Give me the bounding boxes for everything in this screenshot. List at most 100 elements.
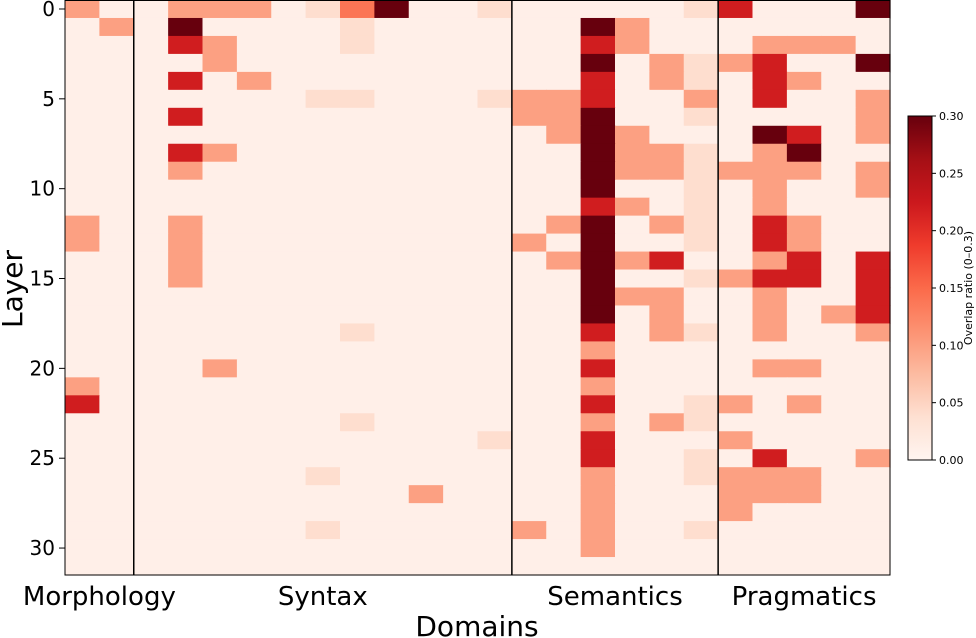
heatmap-cell — [718, 359, 754, 378]
heatmap-cell — [374, 53, 410, 73]
heatmap-cell — [511, 125, 547, 145]
heatmap-cell — [649, 17, 685, 37]
heatmap-cell — [168, 197, 204, 217]
heatmap-cell — [615, 395, 650, 414]
heatmap-cell — [786, 17, 822, 37]
heatmap-cell — [65, 89, 100, 109]
heatmap-cell — [65, 215, 100, 235]
heatmap-cell — [65, 161, 100, 181]
heatmap-cell — [65, 197, 100, 217]
heatmap-cell — [821, 161, 857, 181]
heatmap-cell — [511, 467, 547, 486]
heatmap-cell — [202, 89, 238, 109]
heatmap-cell — [408, 0, 444, 19]
heatmap-cell — [99, 521, 135, 540]
heatmap-cell — [718, 161, 754, 181]
heatmap-cell — [546, 17, 582, 37]
heatmap-cell — [236, 143, 272, 163]
heatmap-cell — [202, 197, 238, 217]
y-tick-label: 10 — [30, 177, 55, 201]
heatmap-cell — [443, 539, 479, 558]
heatmap-cell — [305, 287, 341, 307]
heatmap-cell — [236, 107, 272, 127]
heatmap-cell — [271, 179, 307, 199]
heatmap-cell — [546, 521, 582, 540]
heatmap-cell — [340, 251, 375, 271]
heatmap-cell — [236, 71, 272, 91]
heatmap-cell — [683, 323, 719, 343]
heatmap-cell — [821, 503, 857, 522]
heatmap-cell — [65, 503, 100, 522]
heatmap-cell — [683, 269, 719, 289]
heatmap-cell — [236, 269, 272, 289]
heatmap-cell — [133, 305, 169, 325]
heatmap-cell — [477, 503, 513, 522]
heatmap-cell — [305, 359, 341, 378]
heatmap-cell — [443, 341, 479, 360]
heatmap-cell — [580, 197, 616, 217]
heatmap-cell — [786, 413, 822, 432]
heatmap-cell — [786, 305, 822, 325]
heatmap-cell — [580, 53, 616, 73]
heatmap-cell — [340, 179, 375, 199]
heatmap-cell — [683, 53, 719, 73]
heatmap-cell — [511, 107, 547, 127]
heatmap-cell — [683, 215, 719, 235]
heatmap-cell — [580, 467, 616, 486]
heatmap-cell — [305, 503, 341, 522]
heatmap-cell — [202, 71, 238, 91]
heatmap-cell — [649, 0, 685, 19]
heatmap-cell — [305, 467, 341, 486]
colorbar — [907, 115, 933, 461]
heatmap-cell — [374, 305, 410, 325]
heatmap-cell — [271, 431, 307, 450]
heatmap-cell — [133, 341, 169, 360]
heatmap-cell — [718, 557, 754, 576]
heatmap-cell — [580, 413, 616, 432]
y-tick-label: 0 — [42, 0, 55, 21]
heatmap-cell — [202, 467, 238, 486]
heatmap-cell — [580, 521, 616, 540]
heatmap-cell — [477, 485, 513, 504]
heatmap-cell — [305, 431, 341, 450]
heatmap-cell — [683, 125, 719, 145]
heatmap-cell — [615, 35, 650, 55]
heatmap-cell — [477, 413, 513, 432]
heatmap-cell — [786, 269, 822, 289]
heatmap-cell — [855, 323, 891, 343]
heatmap-cell — [202, 269, 238, 289]
heatmap-cell — [718, 125, 754, 145]
heatmap-cell — [443, 323, 479, 343]
heatmap-cell — [580, 539, 616, 558]
heatmap-cell — [340, 269, 375, 289]
heatmap-cell — [408, 251, 444, 271]
heatmap-cell — [408, 269, 444, 289]
heatmap-cell — [683, 557, 719, 576]
heatmap-cell — [236, 89, 272, 109]
heatmap-cell — [615, 0, 650, 19]
heatmap-cell — [168, 503, 204, 522]
heatmap-cell — [511, 0, 547, 19]
heatmap-cell — [133, 215, 169, 235]
heatmap-cell — [477, 341, 513, 360]
heatmap-cell — [168, 215, 204, 235]
heatmap-cells — [65, 0, 891, 576]
heatmap-cell — [168, 395, 204, 414]
heatmap-cell — [786, 359, 822, 378]
heatmap-cell — [236, 179, 272, 199]
heatmap-cell — [202, 359, 238, 378]
heatmap-cell — [133, 107, 169, 127]
heatmap-cell — [477, 53, 513, 73]
heatmap-cell — [821, 197, 857, 217]
heatmap-cell — [615, 557, 650, 576]
heatmap-cell — [305, 449, 341, 468]
heatmap-cell — [855, 449, 891, 468]
heatmap-cell — [786, 143, 822, 163]
heatmap-cell — [718, 35, 754, 55]
heatmap-cell — [752, 53, 788, 73]
heatmap-cell — [855, 89, 891, 109]
heatmap-cell — [546, 143, 582, 163]
heatmap-cell — [168, 557, 204, 576]
heatmap-cell — [752, 287, 788, 307]
heatmap-cell — [752, 485, 788, 504]
